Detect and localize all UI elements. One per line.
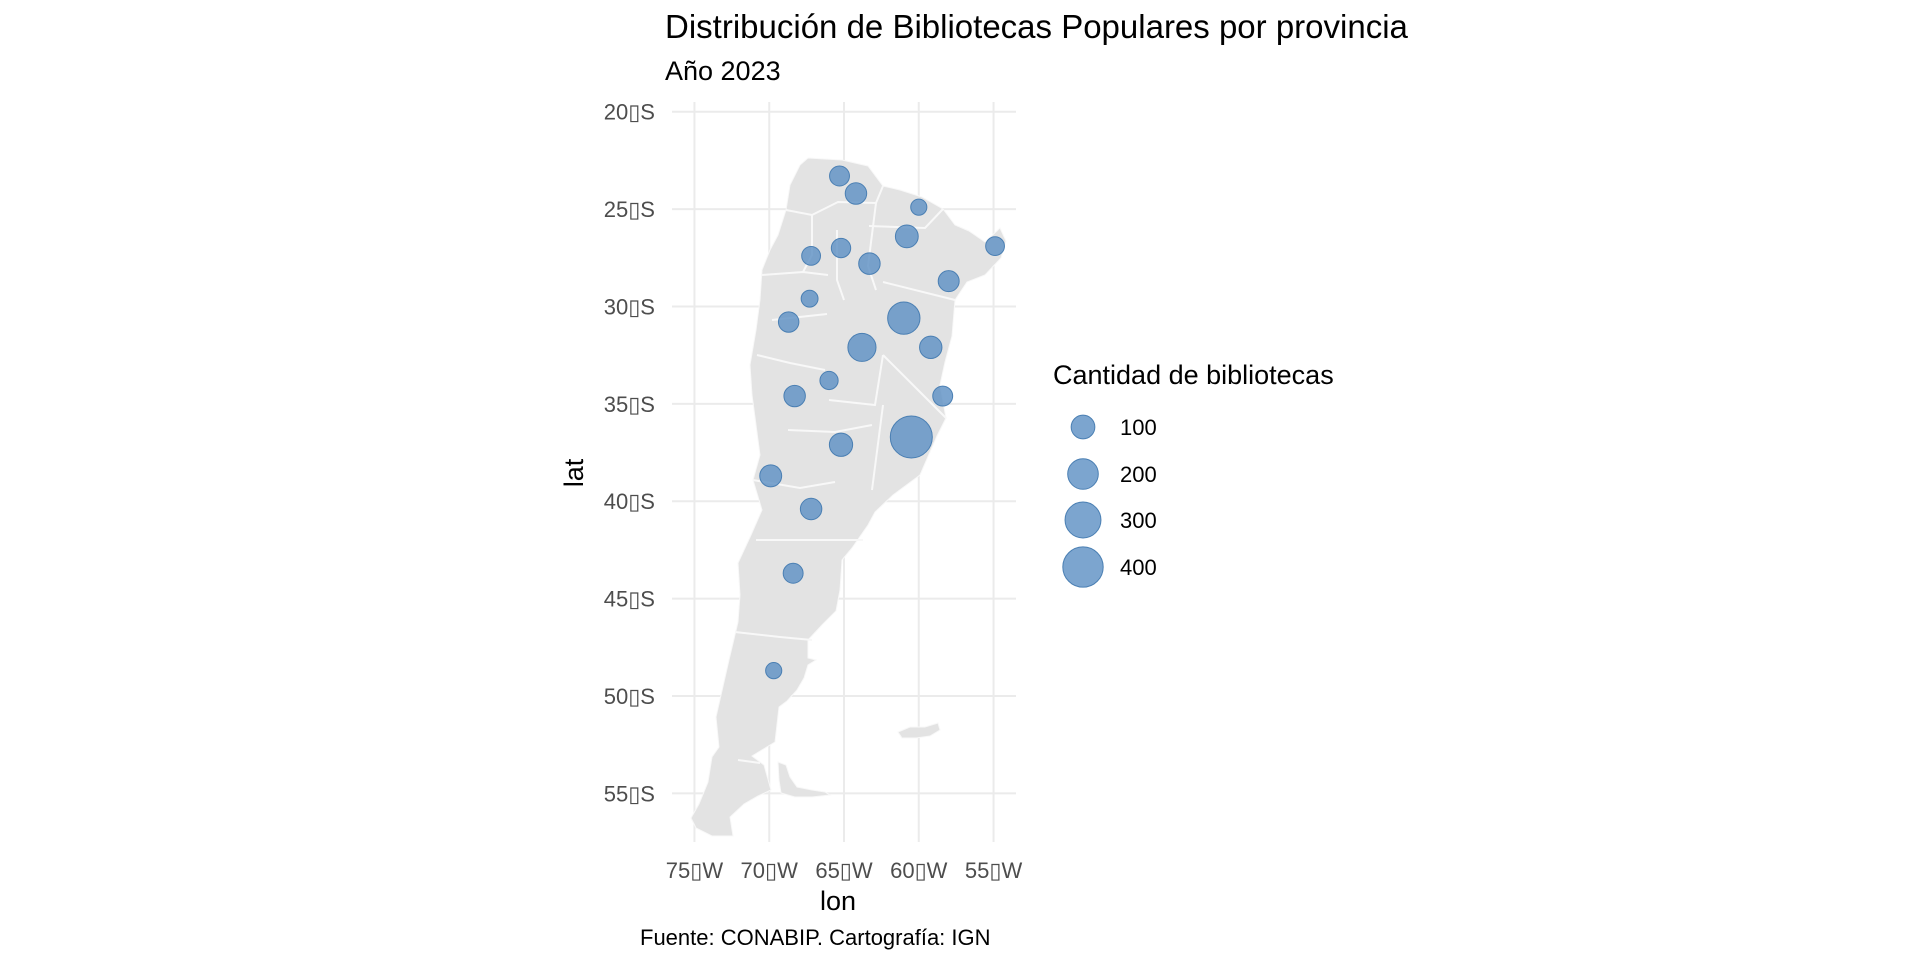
province-bubble: [937, 270, 960, 293]
legend-label: 100: [1120, 415, 1157, 440]
y-tick-label: 40▯S: [604, 489, 655, 514]
province-bubble: [858, 252, 881, 275]
province-bubble: [844, 182, 868, 205]
province-bubble: [932, 385, 954, 407]
map-subtitle: Año 2023: [665, 56, 781, 86]
province-bubble: [985, 236, 1005, 257]
x-axis-ticks: 75▯W 70▯W 65▯W 60▯W 55▯W: [666, 858, 1023, 883]
province-bubble: [801, 245, 821, 266]
x-tick-label: 75▯W: [666, 858, 724, 883]
province-bubble: [819, 370, 839, 391]
x-tick-label: 70▯W: [741, 858, 799, 883]
legend-key: [1064, 501, 1102, 539]
province-bubble: [777, 311, 800, 333]
legend-label: 300: [1120, 508, 1157, 533]
tierra-del-fuego: [777, 761, 832, 798]
province-bubble: [919, 335, 943, 360]
y-tick-label: 20▯S: [604, 100, 655, 125]
bubbles: [759, 165, 1005, 680]
size-legend: 100 200 300 400: [1062, 414, 1157, 588]
province-bubble: [910, 198, 928, 216]
y-tick-label: 50▯S: [604, 684, 655, 709]
province-bubble: [894, 224, 919, 249]
x-tick-label: 65▯W: [815, 858, 873, 883]
legend-title: Cantidad de bibliotecas: [1053, 360, 1334, 390]
province-bubble: [889, 415, 933, 459]
y-tick-label: 35▯S: [604, 392, 655, 417]
province-bubble: [829, 165, 850, 187]
y-axis-ticks: 20▯S 25▯S 30▯S 35▯S 40▯S 45▯S 50▯S 55▯S: [604, 100, 655, 807]
province-bubble: [759, 464, 783, 488]
legend-key: [1062, 546, 1104, 588]
y-tick-label: 25▯S: [604, 197, 655, 222]
y-axis-title: lat: [559, 458, 589, 487]
legend-label: 200: [1120, 462, 1157, 487]
map-title: Distribución de Bibliotecas Populares po…: [665, 8, 1408, 45]
y-tick-label: 45▯S: [604, 587, 655, 612]
islas-malvinas: [897, 722, 941, 739]
province-bubble: [800, 289, 819, 308]
y-tick-label: 30▯S: [604, 294, 655, 319]
province-bubble: [847, 332, 877, 362]
province-bubble: [828, 432, 854, 457]
province-bubble: [783, 384, 806, 408]
argentina-map: [690, 157, 1007, 837]
x-tick-label: 60▯W: [890, 858, 948, 883]
legend-label: 400: [1120, 555, 1157, 580]
province-bubble: [799, 497, 823, 521]
mainland-argentina: [690, 157, 1007, 837]
legend-key: [1067, 458, 1099, 490]
province-bubble: [887, 301, 921, 335]
province-bubble: [782, 562, 804, 584]
legend-key: [1070, 414, 1096, 440]
caption: Fuente: CONABIP. Cartografía: IGN: [640, 925, 991, 950]
y-tick-label: 55▯S: [604, 781, 655, 806]
x-tick-label: 55▯W: [965, 858, 1023, 883]
province-bubble: [765, 662, 783, 680]
province-bubble: [830, 237, 852, 259]
x-axis-title: lon: [820, 886, 856, 916]
